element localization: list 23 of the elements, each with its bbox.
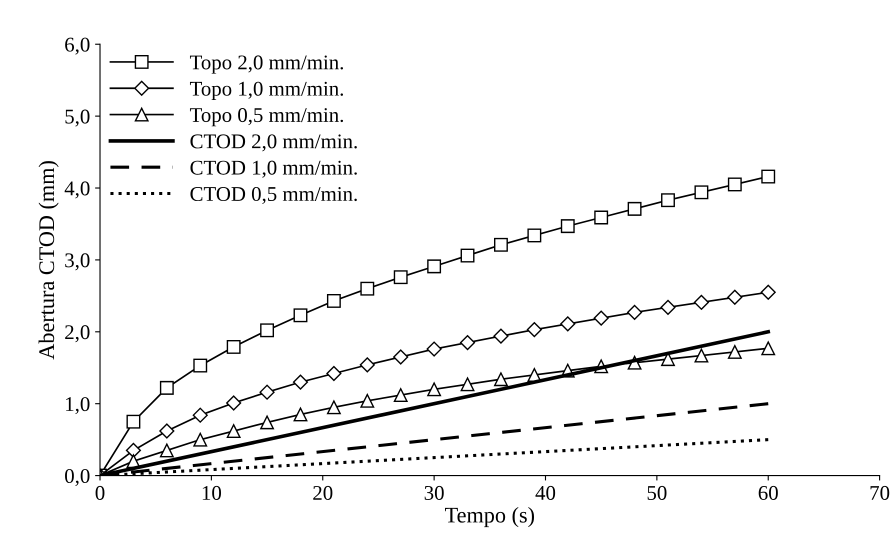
y-axis-title: Abertura CTOD (mm) (38, 161, 59, 360)
x-tick-label: 20 (313, 486, 332, 500)
x-tick-label: 10 (202, 486, 222, 500)
legend-label: Topo 0,5 mm/min. (190, 108, 344, 126)
x-tick-label: 40 (535, 486, 556, 500)
y-tick-label: 5,0 (65, 110, 90, 127)
legend-label: Topo 2,0 mm/min. (190, 55, 344, 74)
legend-label: CTOD 2,0 mm/min. (190, 134, 357, 152)
y-tick-label: 0,0 (65, 468, 90, 486)
y-tick-label: 3,0 (65, 253, 90, 270)
y-tick-label: 1,0 (66, 397, 90, 414)
x-tick-label: 30 (424, 486, 444, 500)
x-tick-label: 60 (758, 486, 778, 500)
x-axis-title: Tempo (s) (445, 506, 534, 528)
x-tick-label: 0 (96, 486, 104, 500)
legend-label: CTOD 0,5 mm/min. (190, 186, 357, 204)
x-tick-label: 70 (870, 486, 890, 500)
legend-label: CTOD 1,0 mm/min. (190, 160, 357, 178)
y-tick-label: 6,0 (65, 38, 90, 55)
y-tick-label: 2,0 (65, 325, 90, 342)
x-tick-label: 50 (648, 486, 666, 500)
legend-label: Topo 1,0 mm/min. (190, 82, 344, 100)
y-tick-label: 4,0 (64, 181, 90, 198)
